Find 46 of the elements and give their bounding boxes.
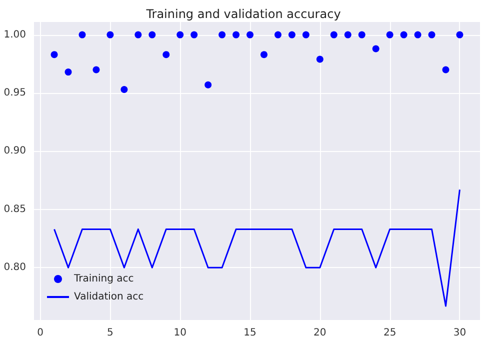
x-tick-label: 10 (174, 328, 186, 338)
point (414, 31, 422, 38)
point (190, 31, 198, 38)
x-tick-label: 25 (383, 328, 396, 338)
point (120, 86, 128, 94)
point (134, 31, 142, 38)
y-tick-label: 0.90 (4, 146, 26, 157)
line-series (54, 188, 460, 307)
point (148, 31, 156, 38)
point (78, 31, 86, 38)
x-tick-label: 20 (314, 328, 326, 338)
y-tick-label: 0.85 (4, 204, 26, 215)
point (218, 31, 226, 38)
point (316, 56, 324, 63)
point (344, 31, 352, 38)
point (358, 31, 366, 38)
x-tick-label: 0 (37, 328, 44, 338)
point (428, 31, 436, 38)
point (330, 31, 338, 38)
point (274, 31, 282, 38)
chart-title: Training and validation accuracy (145, 7, 341, 21)
point (400, 31, 408, 38)
y-tick-label: 0.95 (4, 88, 26, 99)
point (106, 31, 114, 38)
x-tick-label: 15 (244, 328, 256, 338)
point (204, 81, 212, 88)
x-tick-label: 30 (453, 328, 466, 338)
point (176, 31, 184, 38)
point (232, 31, 240, 38)
point (246, 31, 254, 38)
point (64, 68, 72, 76)
legend-label: Validation acc (74, 292, 144, 302)
point (456, 31, 464, 38)
point (162, 51, 170, 58)
x-tick-label: 5 (107, 328, 114, 338)
point (50, 51, 58, 58)
point (372, 45, 380, 52)
y-tick-label: 0.80 (4, 262, 26, 274)
y-tick-label: 1.00 (4, 29, 26, 40)
point (442, 66, 450, 74)
point (386, 31, 394, 38)
point (260, 51, 268, 58)
point (92, 66, 100, 74)
point (302, 31, 310, 38)
legend-label: Training acc (73, 274, 134, 284)
point (288, 31, 296, 38)
